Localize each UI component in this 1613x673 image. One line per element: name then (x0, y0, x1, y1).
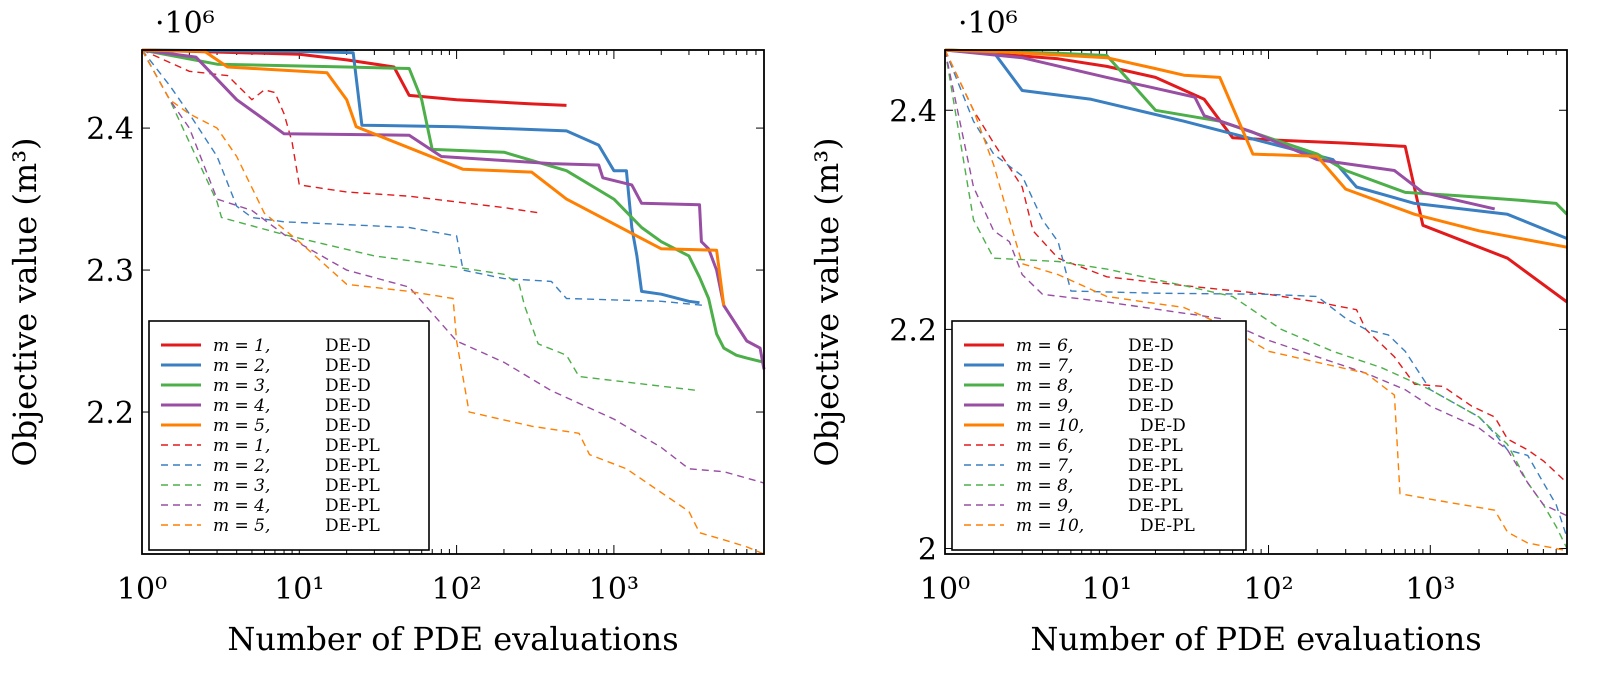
left-x-tick-label: 10⁰ (117, 572, 167, 607)
right-legend-box (951, 320, 1247, 551)
left-legend-method-label: DE-D (325, 356, 371, 376)
right-legend-method-label: DE-PL (1140, 516, 1195, 536)
left-legend-m-label: m = 4, (213, 496, 270, 516)
right-legend-m-label: m = 7, (1016, 456, 1073, 476)
left-scale-label: ·10⁶ (155, 6, 215, 41)
left-y-tick-labels: 2.2 2.3 2.4 (86, 112, 134, 431)
left-legend-m-label: m = 1, (213, 436, 270, 456)
right-legend-m-label: m = 10, (1016, 516, 1084, 536)
right-legend-method-label: DE-PL (1128, 476, 1183, 496)
right-series-line-6 (944, 49, 1568, 538)
left-series-line-7 (141, 49, 700, 392)
right-legend-method-label: DE-PL (1128, 436, 1183, 456)
left-legend-items: m = 1, DE-D m = 2, DE-D m = 3, DE-D m = 4, DE-D… (161, 336, 380, 536)
right-y-tick-label: 2.4 (889, 94, 937, 129)
right-legend-method-label: DE-PL (1128, 496, 1183, 516)
left-legend-m-label: m = 5, (213, 416, 270, 436)
right-legend-m-label: m = 8, (1016, 476, 1073, 496)
left-legend-m-label: m = 4, (213, 396, 270, 416)
left-legend-m-label: m = 2, (213, 356, 270, 376)
left-legend-m-label: m = 5, (213, 516, 270, 536)
right-x-tick-label: 10³ (1405, 572, 1455, 607)
right-plot-frame (944, 49, 1568, 555)
left-series-line-2 (141, 48, 765, 364)
left-plot-frame (141, 49, 765, 555)
left-x-tick-labels: 10⁰ 10¹ 10² 10³ (117, 572, 639, 607)
right-legend-method-label: DE-D (1128, 356, 1174, 376)
left-series-line-6 (141, 49, 706, 307)
left-series-line-1 (141, 48, 700, 305)
right-x-tick-label: 10¹ (1082, 572, 1132, 607)
left-y-tick-label: 2.2 (86, 396, 134, 431)
right-legend-m-label: m = 7, (1016, 356, 1073, 376)
right-y-tick-labels: 2 2.2 2.4 (889, 94, 937, 567)
right-legend-method-label: DE-D (1140, 416, 1186, 436)
left-y-tick-label: 2.3 (86, 254, 134, 289)
left-legend-method-label: DE-PL (325, 516, 380, 536)
right-legend-m-label: m = 8, (1016, 376, 1073, 396)
left-legend-method-label: DE-PL (325, 456, 380, 476)
left-legend-m-label: m = 2, (213, 456, 270, 476)
left-series-line-0 (141, 48, 567, 107)
left-series-line-5 (141, 49, 543, 214)
right-y-tick-label: 2 (918, 533, 937, 568)
right-legend-m-label: m = 9, (1016, 396, 1073, 416)
left-legend-method-label: DE-D (325, 396, 371, 416)
right-legend-method-label: DE-D (1128, 336, 1174, 356)
left-series-group (141, 48, 766, 555)
right-legend-method-label: DE-PL (1128, 456, 1183, 476)
right-legend-m-label: m = 10, (1016, 416, 1084, 436)
right-series-line-0 (944, 48, 1568, 304)
left-legend-method-label: DE-D (325, 336, 371, 356)
left-y-tick-label: 2.4 (86, 112, 134, 147)
right-legend-method-label: DE-D (1128, 376, 1174, 396)
right-y-axis-title: Objective value (m³) (808, 137, 846, 466)
left-chart-panel: ·10⁶ 10⁰ 10¹ 10² 10³ 2.2 2.3 2.4 Number of PD… (6, 6, 766, 658)
right-series-line-5 (944, 49, 1568, 484)
right-x-tick-label: 10⁰ (920, 572, 970, 607)
left-legend-m-label: m = 3, (213, 476, 270, 496)
left-x-tick-label: 10² (431, 572, 481, 607)
right-series-group (944, 48, 1569, 552)
right-series-line-1 (944, 48, 1568, 240)
left-legend-method-label: DE-PL (325, 496, 380, 516)
left-x-tick-label: 10³ (589, 572, 639, 607)
left-legend-method-label: DE-PL (325, 436, 380, 456)
right-series-line-7 (944, 49, 1568, 549)
left-y-axis-title: Objective value (m³) (6, 137, 44, 466)
right-legend: m = 6, DE-D m = 7, DE-D m = 8, DE-D m = 9, DE-D… (951, 320, 1247, 551)
left-legend-method-label: DE-PL (325, 476, 380, 496)
left-series-line-8 (141, 49, 765, 484)
left-series-line-4 (141, 48, 726, 306)
left-legend-m-label: m = 3, (213, 376, 270, 396)
right-series-line-4 (944, 48, 1568, 249)
right-x-tick-label: 10² (1243, 572, 1293, 607)
left-legend-method-label: DE-D (325, 416, 371, 436)
right-chart-panel: ·10⁶ 10⁰ 10¹ 10² 10³ 2 2.2 2.4 Number of PDE … (808, 6, 1569, 658)
right-legend-method-label: DE-D (1128, 396, 1174, 416)
right-series-line-8 (944, 49, 1568, 517)
right-legend-m-label: m = 9, (1016, 496, 1073, 516)
left-legend-m-label: m = 1, (213, 336, 270, 356)
right-series-line-3 (944, 48, 1496, 211)
left-x-tick-label: 10¹ (274, 572, 324, 607)
left-series-line-9 (141, 49, 765, 555)
right-legend-m-label: m = 6, (1016, 436, 1073, 456)
right-series-line-2 (944, 48, 1569, 216)
right-scale-label: ·10⁶ (958, 6, 1018, 41)
left-legend-method-label: DE-D (325, 376, 371, 396)
left-legend-box (148, 320, 430, 551)
right-legend-items: m = 6, DE-D m = 7, DE-D m = 8, DE-D m = 9, DE-D… (964, 336, 1195, 536)
right-x-tick-labels: 10⁰ 10¹ 10² 10³ (920, 572, 1455, 607)
left-legend: m = 1, DE-D m = 2, DE-D m = 3, DE-D m = 4, DE-D… (148, 320, 430, 551)
right-y-tick-label: 2.2 (889, 313, 937, 348)
right-legend-m-label: m = 6, (1016, 336, 1073, 356)
left-x-axis-title: Number of PDE evaluations (227, 620, 678, 658)
right-series-line-9 (944, 49, 1568, 552)
right-x-axis-title: Number of PDE evaluations (1030, 620, 1481, 658)
